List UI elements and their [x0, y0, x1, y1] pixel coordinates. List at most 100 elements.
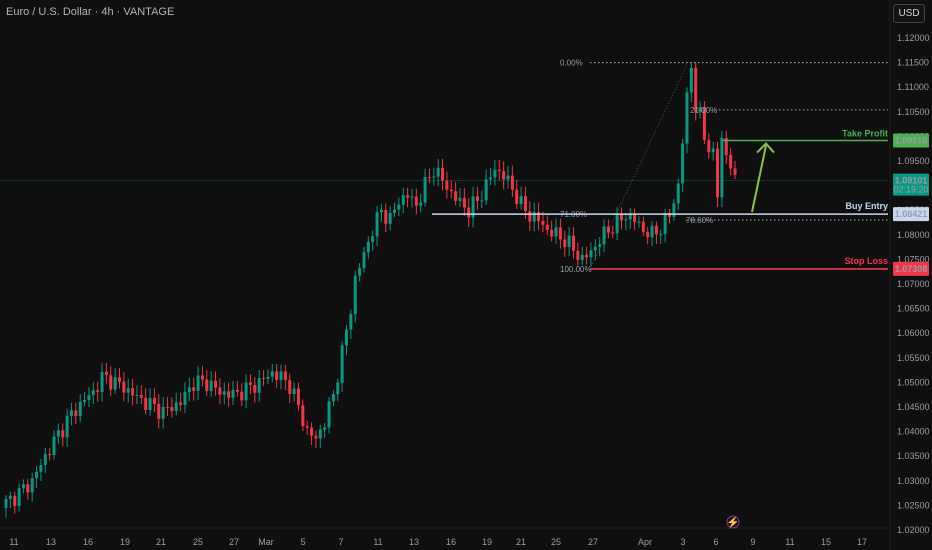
candle-body	[209, 380, 213, 392]
candle-body	[580, 254, 584, 260]
y-tick-label: 1.04000	[897, 427, 930, 437]
candle-body	[183, 391, 187, 405]
candle-body	[716, 148, 720, 198]
x-tick-label: 19	[120, 537, 130, 547]
candle-body	[353, 275, 357, 315]
candle-body	[414, 196, 418, 206]
x-tick-label: Mar	[258, 537, 274, 547]
candle-body	[104, 371, 108, 376]
buy-entry-label: Buy Entry	[845, 201, 888, 211]
candle-body	[91, 390, 95, 396]
candle-body	[502, 171, 506, 180]
candle-body	[432, 176, 436, 178]
candle-body	[227, 391, 231, 398]
candle-body	[144, 397, 148, 410]
candle-body	[401, 195, 405, 205]
candle-body	[96, 390, 100, 392]
x-tick-label: Apr	[638, 537, 652, 547]
candle-body	[724, 137, 728, 156]
candle-body	[122, 381, 126, 393]
candle-body	[170, 407, 174, 411]
candle-body	[707, 139, 711, 153]
candle-body	[545, 224, 549, 230]
candle-body	[585, 254, 589, 258]
candle-body	[668, 213, 672, 217]
y-tick-label: 1.12000	[897, 33, 930, 43]
x-tick-label: 17	[857, 537, 867, 547]
x-tick-label: 6	[713, 537, 718, 547]
candle-body	[231, 389, 235, 398]
candle-body	[4, 499, 8, 508]
candle-body	[305, 426, 309, 428]
candle-body	[196, 375, 200, 391]
candle-body	[56, 430, 60, 437]
candle-body	[445, 180, 449, 190]
candle-body	[192, 387, 196, 391]
candle-body	[506, 175, 510, 180]
candle-body	[523, 196, 527, 212]
x-tick-label: 11	[785, 537, 794, 547]
candle-body	[497, 169, 501, 172]
x-tick-label: 27	[229, 537, 239, 547]
candle-body	[69, 410, 73, 416]
y-tick-label: 1.03500	[897, 451, 930, 461]
candle-body	[685, 92, 689, 144]
candle-body	[126, 388, 130, 393]
y-tick-label: 1.02000	[897, 525, 930, 535]
x-tick-label: 25	[551, 537, 561, 547]
candle-body	[458, 197, 462, 201]
x-tick-label: 15	[821, 537, 831, 547]
candle-body	[388, 212, 392, 224]
candle-body	[475, 196, 479, 201]
candle-body	[74, 410, 78, 416]
fib-level-label: 0.00%	[560, 59, 583, 68]
currency-button[interactable]: USD	[893, 4, 925, 23]
y-tick-label: 1.06000	[897, 328, 930, 338]
y-tick-label: 1.02500	[897, 500, 930, 510]
candle-body	[593, 246, 597, 251]
candle-body	[606, 226, 610, 233]
fib-level-label: 21.00%	[690, 106, 717, 115]
x-tick-label: 21	[156, 537, 166, 547]
candle-body	[349, 314, 353, 330]
candle-body	[248, 382, 252, 386]
candle-body	[637, 221, 641, 223]
x-tick-label: 9	[750, 537, 755, 547]
candle-body	[528, 211, 532, 222]
candle-body	[26, 484, 30, 493]
x-tick-label: 13	[409, 537, 419, 547]
candle-body	[729, 155, 733, 169]
candle-body	[702, 107, 706, 140]
candle-body	[166, 406, 170, 408]
buy-entry-price-tag-bg	[893, 207, 929, 222]
candle-body	[576, 250, 580, 260]
candle-body	[515, 189, 519, 205]
x-tick-label: 11	[373, 537, 382, 547]
buy-entry-price-tag: 1.08421	[895, 209, 928, 219]
fib-level-label: 78.60%	[686, 216, 713, 225]
candle-body	[454, 191, 458, 201]
candle-body	[161, 406, 165, 419]
candle-body	[672, 203, 676, 217]
candle-body	[100, 371, 104, 392]
candle-body	[61, 430, 65, 438]
candle-body	[550, 229, 554, 237]
candle-body	[654, 225, 658, 235]
candle-body	[589, 250, 593, 258]
candle-body	[78, 401, 82, 416]
candle-body	[571, 235, 575, 251]
candle-body	[366, 242, 370, 253]
candle-body	[87, 395, 91, 401]
candle-body	[720, 137, 724, 198]
y-tick-label: 1.04500	[897, 402, 930, 412]
candle-body	[393, 209, 397, 213]
candle-body	[270, 371, 274, 377]
candle-body	[275, 371, 279, 380]
y-tick-label: 1.11500	[897, 58, 929, 68]
y-tick-label: 1.05500	[897, 353, 930, 363]
candle-body	[30, 478, 34, 493]
y-tick-label: 1.07500	[897, 254, 930, 264]
candle-body	[602, 226, 606, 245]
candle-body	[48, 454, 52, 456]
